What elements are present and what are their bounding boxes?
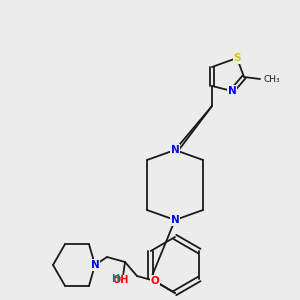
Text: N: N xyxy=(228,86,236,96)
Text: N: N xyxy=(171,215,179,225)
Text: O: O xyxy=(151,276,159,286)
Text: H: H xyxy=(111,274,119,284)
Text: N: N xyxy=(91,260,99,270)
Text: CH₃: CH₃ xyxy=(264,74,280,83)
Text: S: S xyxy=(233,53,241,63)
Text: N: N xyxy=(171,145,179,155)
Text: OH: OH xyxy=(113,275,129,285)
